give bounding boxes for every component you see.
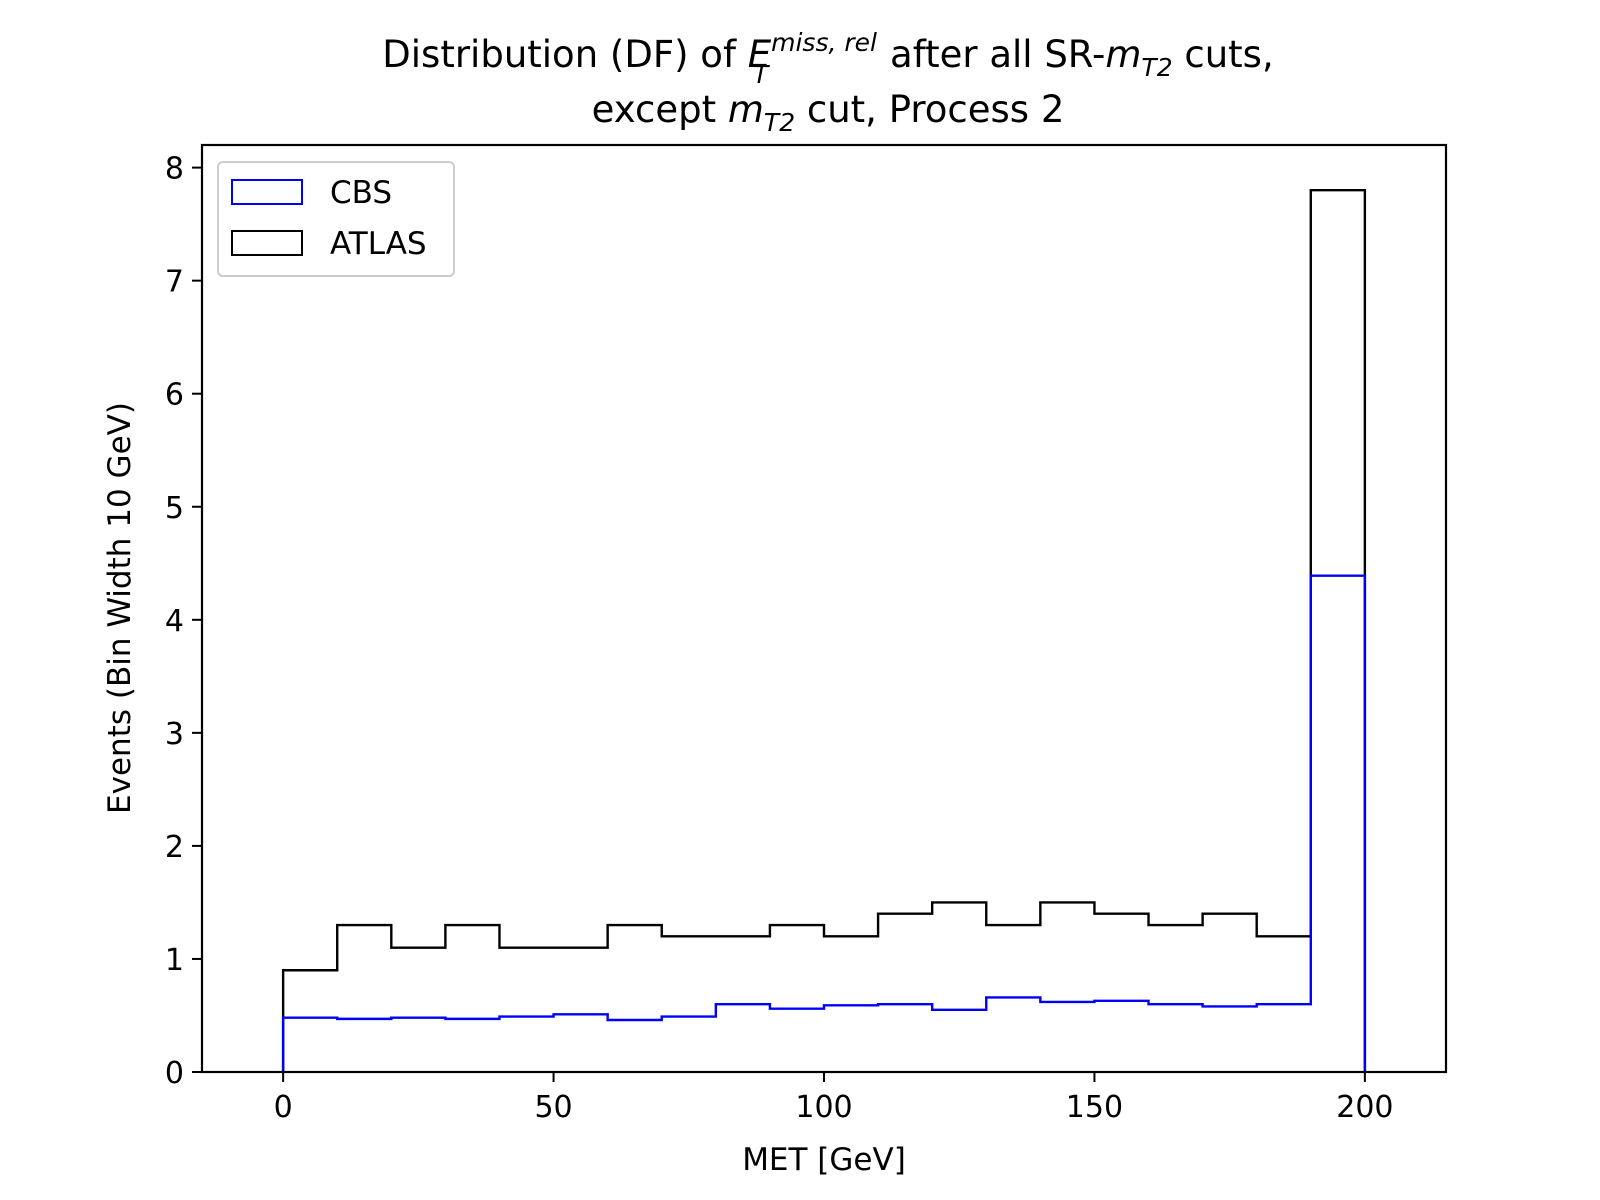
y-tick-label: 4	[165, 604, 184, 639]
y-tick-label: 3	[165, 717, 184, 752]
legend: CBS ATLAS	[217, 161, 455, 277]
y-tick-label: 6	[165, 378, 184, 413]
y-tick-label: 1	[165, 943, 184, 978]
x-tick-label: 200	[1336, 1090, 1393, 1125]
series-atlas-outline	[281, 189, 1367, 1072]
x-axis-label: MET [GeV]	[742, 1142, 906, 1178]
x-tick-label: 0	[274, 1090, 293, 1125]
series-cbs-outline	[281, 574, 1367, 1072]
x-tick-label: 50	[534, 1090, 572, 1125]
chart-title-line-2: except mT2 cut, Process 2	[592, 88, 1065, 137]
legend-swatch-cbs	[231, 179, 303, 205]
y-tick-label: 5	[165, 491, 184, 526]
legend-swatch-atlas	[231, 230, 303, 256]
chart-title-line-1: Distribution (DF) of Emiss, rel T after a…	[382, 28, 1273, 89]
y-tick-label: 8	[165, 152, 184, 187]
y-tick-label: 0	[165, 1056, 184, 1091]
series-layer	[281, 189, 1367, 1072]
y-axis: 0 1 2 3 4 5 6 7 8	[165, 152, 202, 1091]
y-tick-label: 7	[165, 265, 184, 300]
y-tick-label: 2	[165, 830, 184, 865]
legend-label-cbs: CBS	[330, 175, 392, 211]
y-axis-label: Events (Bin Width 10 GeV)	[102, 402, 138, 814]
legend-label-atlas: ATLAS	[330, 226, 427, 262]
x-axis: 0 50 100 150 200	[274, 1072, 1394, 1125]
x-tick-label: 150	[1066, 1090, 1123, 1125]
legend-box	[217, 161, 455, 277]
x-tick-label: 100	[795, 1090, 852, 1125]
